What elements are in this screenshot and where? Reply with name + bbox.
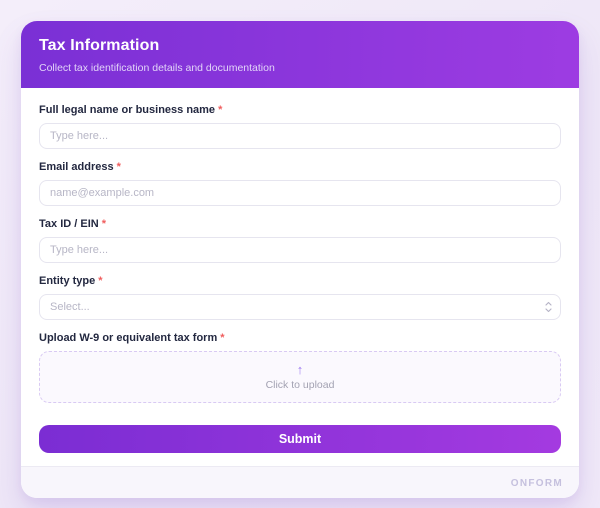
required-marker: * [101,218,106,230]
field-entity-type: Entity type * Select... [39,275,561,320]
field-label: Email address * [39,161,561,174]
form-card: Tax Information Collect tax identificati… [21,21,579,498]
form-body: Full legal name or business name * Email… [21,88,579,466]
select-placeholder: Select... [50,301,90,313]
upload-hint-text: Click to upload [265,379,335,391]
card-footer: ONFORM [21,466,579,498]
upload-arrow-icon: ↑ [296,362,304,377]
field-label-text: Entity type [39,275,96,287]
updown-chevron-icon [545,300,552,314]
field-upload-w9: Upload W-9 or equivalent tax form * ↑ Cl… [39,332,561,403]
form-title: Tax Information [39,37,160,54]
field-label-text: Email address [39,161,114,173]
submit-button[interactable]: Submit [39,425,561,453]
required-marker: * [116,161,121,173]
field-label-text: Full legal name or business name [39,104,216,116]
field-tax-id: Tax ID / EIN * [39,218,561,263]
email-address-input[interactable] [39,180,561,206]
file-upload-dropzone[interactable]: ↑ Click to upload [39,351,561,403]
brand-label: ONFORM [510,478,563,489]
field-label-text: Tax ID / EIN [39,218,99,230]
field-label: Full legal name or business name * [39,104,561,117]
required-marker: * [218,104,223,116]
field-full-legal-name: Full legal name or business name * [39,104,561,149]
field-label: Upload W-9 or equivalent tax form * [39,332,561,345]
required-marker: * [98,275,103,287]
required-marker: * [220,332,225,344]
field-email-address: Email address * [39,161,561,206]
field-label: Entity type * [39,275,561,288]
field-label-text: Upload W-9 or equivalent tax form [39,332,218,344]
form-header: Tax Information Collect tax identificati… [21,21,579,88]
entity-type-select[interactable]: Select... [39,294,561,320]
full-legal-name-input[interactable] [39,123,561,149]
form-subtitle: Collect tax identification details and d… [39,62,275,74]
tax-id-input[interactable] [39,237,561,263]
field-label: Tax ID / EIN * [39,218,561,231]
